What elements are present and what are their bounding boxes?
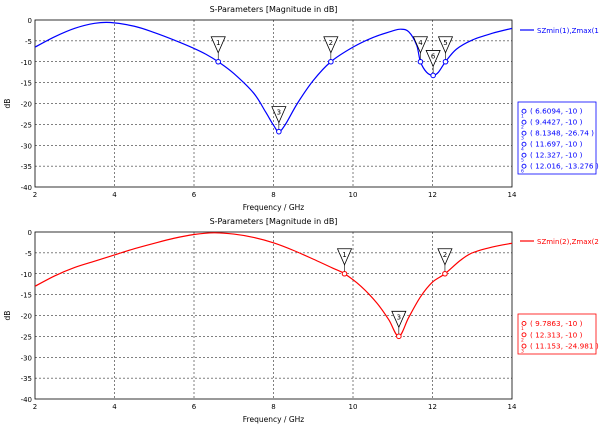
y-tick-label: 0	[28, 229, 32, 237]
y-axis-label: dB	[3, 99, 12, 109]
readout-index: 6	[521, 169, 524, 175]
readout-marker-icon	[522, 333, 526, 337]
x-tick-label: 12	[428, 191, 437, 199]
readout-index: 3	[521, 349, 524, 355]
y-tick-label: -20	[21, 101, 32, 109]
x-axis-label: Frequency / GHz	[243, 415, 304, 424]
x-tick-label: 14	[508, 403, 517, 411]
readout-value: ( 9.7863, -10 )	[530, 319, 583, 328]
y-tick-label: -40	[21, 396, 32, 404]
marker-point[interactable]	[342, 271, 347, 276]
x-axis-label: Frequency / GHz	[243, 203, 304, 212]
readout-marker-icon	[522, 164, 526, 168]
x-tick-label: 10	[349, 403, 358, 411]
readout-value: ( 8.1348, -26.74 )	[530, 129, 594, 138]
readout-marker-icon	[522, 344, 526, 348]
readout-marker-icon	[522, 120, 526, 124]
y-tick-label: -15	[21, 80, 32, 88]
y-tick-label: -10	[21, 59, 32, 67]
x-tick-label: 8	[271, 191, 275, 199]
marker-label: 1	[342, 251, 346, 259]
y-tick-label: -25	[21, 333, 32, 341]
marker-label: 2	[329, 39, 333, 47]
x-tick-label: 2	[33, 191, 37, 199]
readout-index: 5	[521, 158, 524, 164]
y-tick-label: -30	[21, 354, 32, 362]
marker-label: 1	[216, 39, 220, 47]
y-tick-label: 0	[28, 17, 32, 25]
readout-value: ( 6.6094, -10 )	[530, 107, 583, 116]
readout-index: 1	[521, 114, 524, 120]
readout-value: ( 11.153, -24.981 )	[530, 342, 599, 351]
x-tick-label: 8	[271, 403, 275, 411]
marker-point[interactable]	[277, 129, 282, 134]
y-tick-label: -10	[21, 271, 32, 279]
marker-point[interactable]	[443, 59, 448, 64]
marker-label: 6	[431, 52, 436, 60]
marker-label: 3	[277, 109, 281, 117]
legend: SZmin(1),Zmax(1)	[520, 27, 599, 35]
chart-panel-2: S-Parameters [Magnitude in dB] 0 -5 -10 -15 -…	[3, 217, 599, 424]
x-tick-label: 6	[192, 191, 197, 199]
readout-marker-icon	[522, 109, 526, 113]
chart-panel-1: S-Parameters [Magnitude in dB] 0 -5 -10 -15 -…	[3, 5, 599, 212]
x-tick-label: 2	[33, 403, 37, 411]
readout-index: 1	[521, 326, 524, 332]
chart-title: S-Parameters [Magnitude in dB]	[210, 217, 338, 226]
readout-marker-icon	[522, 131, 526, 135]
readout-value: ( 11.697, -10 )	[530, 140, 583, 149]
legend-label: SZmin(1),Zmax(1)	[537, 27, 599, 35]
readout-value: ( 9.4427, -10 )	[530, 118, 583, 127]
y-tick-label: -30	[21, 142, 32, 150]
legend: SZmin(2),Zmax(2)	[520, 238, 599, 246]
marker-point[interactable]	[216, 59, 221, 64]
chart-title: S-Parameters [Magnitude in dB]	[210, 5, 338, 14]
y-tick-label: -35	[21, 163, 32, 171]
y-tick-label: -35	[21, 375, 32, 383]
x-tick-label: 10	[349, 191, 358, 199]
marker-point[interactable]	[418, 59, 423, 64]
readout-marker-icon	[522, 153, 526, 157]
readout-index: 4	[521, 147, 524, 153]
x-tick-label: 12	[428, 403, 437, 411]
readout-index: 2	[521, 337, 524, 343]
y-axis-label: dB	[3, 311, 12, 321]
marker-readout-box: 1 ( 9.7863, -10 ) 2 ( 12.313, -10 ) 3 ( 11.15…	[518, 314, 599, 355]
y-tick-label: -40	[21, 184, 32, 192]
x-tick-label: 4	[112, 191, 117, 199]
marker-label: 4	[418, 39, 423, 47]
marker-point[interactable]	[397, 334, 402, 339]
marker-label: 5	[443, 39, 447, 47]
readout-marker-icon	[522, 142, 526, 146]
y-tick-label: -20	[21, 313, 32, 321]
legend-label: SZmin(2),Zmax(2)	[537, 238, 599, 246]
readout-value: ( 12.313, -10 )	[530, 330, 583, 339]
y-tick-label: -15	[21, 292, 32, 300]
readout-value: ( 12.016, -13.276 )	[530, 162, 599, 171]
y-tick-label: -25	[21, 121, 32, 129]
marker-point[interactable]	[431, 73, 436, 78]
readout-index: 3	[521, 136, 524, 142]
x-tick-label: 14	[508, 191, 517, 199]
readout-value: ( 12.327, -10 )	[530, 151, 583, 160]
marker-point[interactable]	[443, 271, 448, 276]
y-tick-label: -5	[25, 38, 32, 46]
marker-label: 2	[443, 251, 447, 259]
marker-point[interactable]	[329, 59, 334, 64]
marker-readout-box: 1 ( 6.6094, -10 ) 2 ( 9.4427, -10 ) 3 ( 8.134…	[518, 102, 599, 175]
y-tick-label: -5	[25, 250, 32, 258]
marker-label: 3	[397, 313, 401, 321]
x-tick-label: 6	[192, 403, 197, 411]
readout-marker-icon	[522, 321, 526, 325]
readout-index: 2	[521, 125, 524, 131]
x-tick-label: 4	[112, 403, 117, 411]
